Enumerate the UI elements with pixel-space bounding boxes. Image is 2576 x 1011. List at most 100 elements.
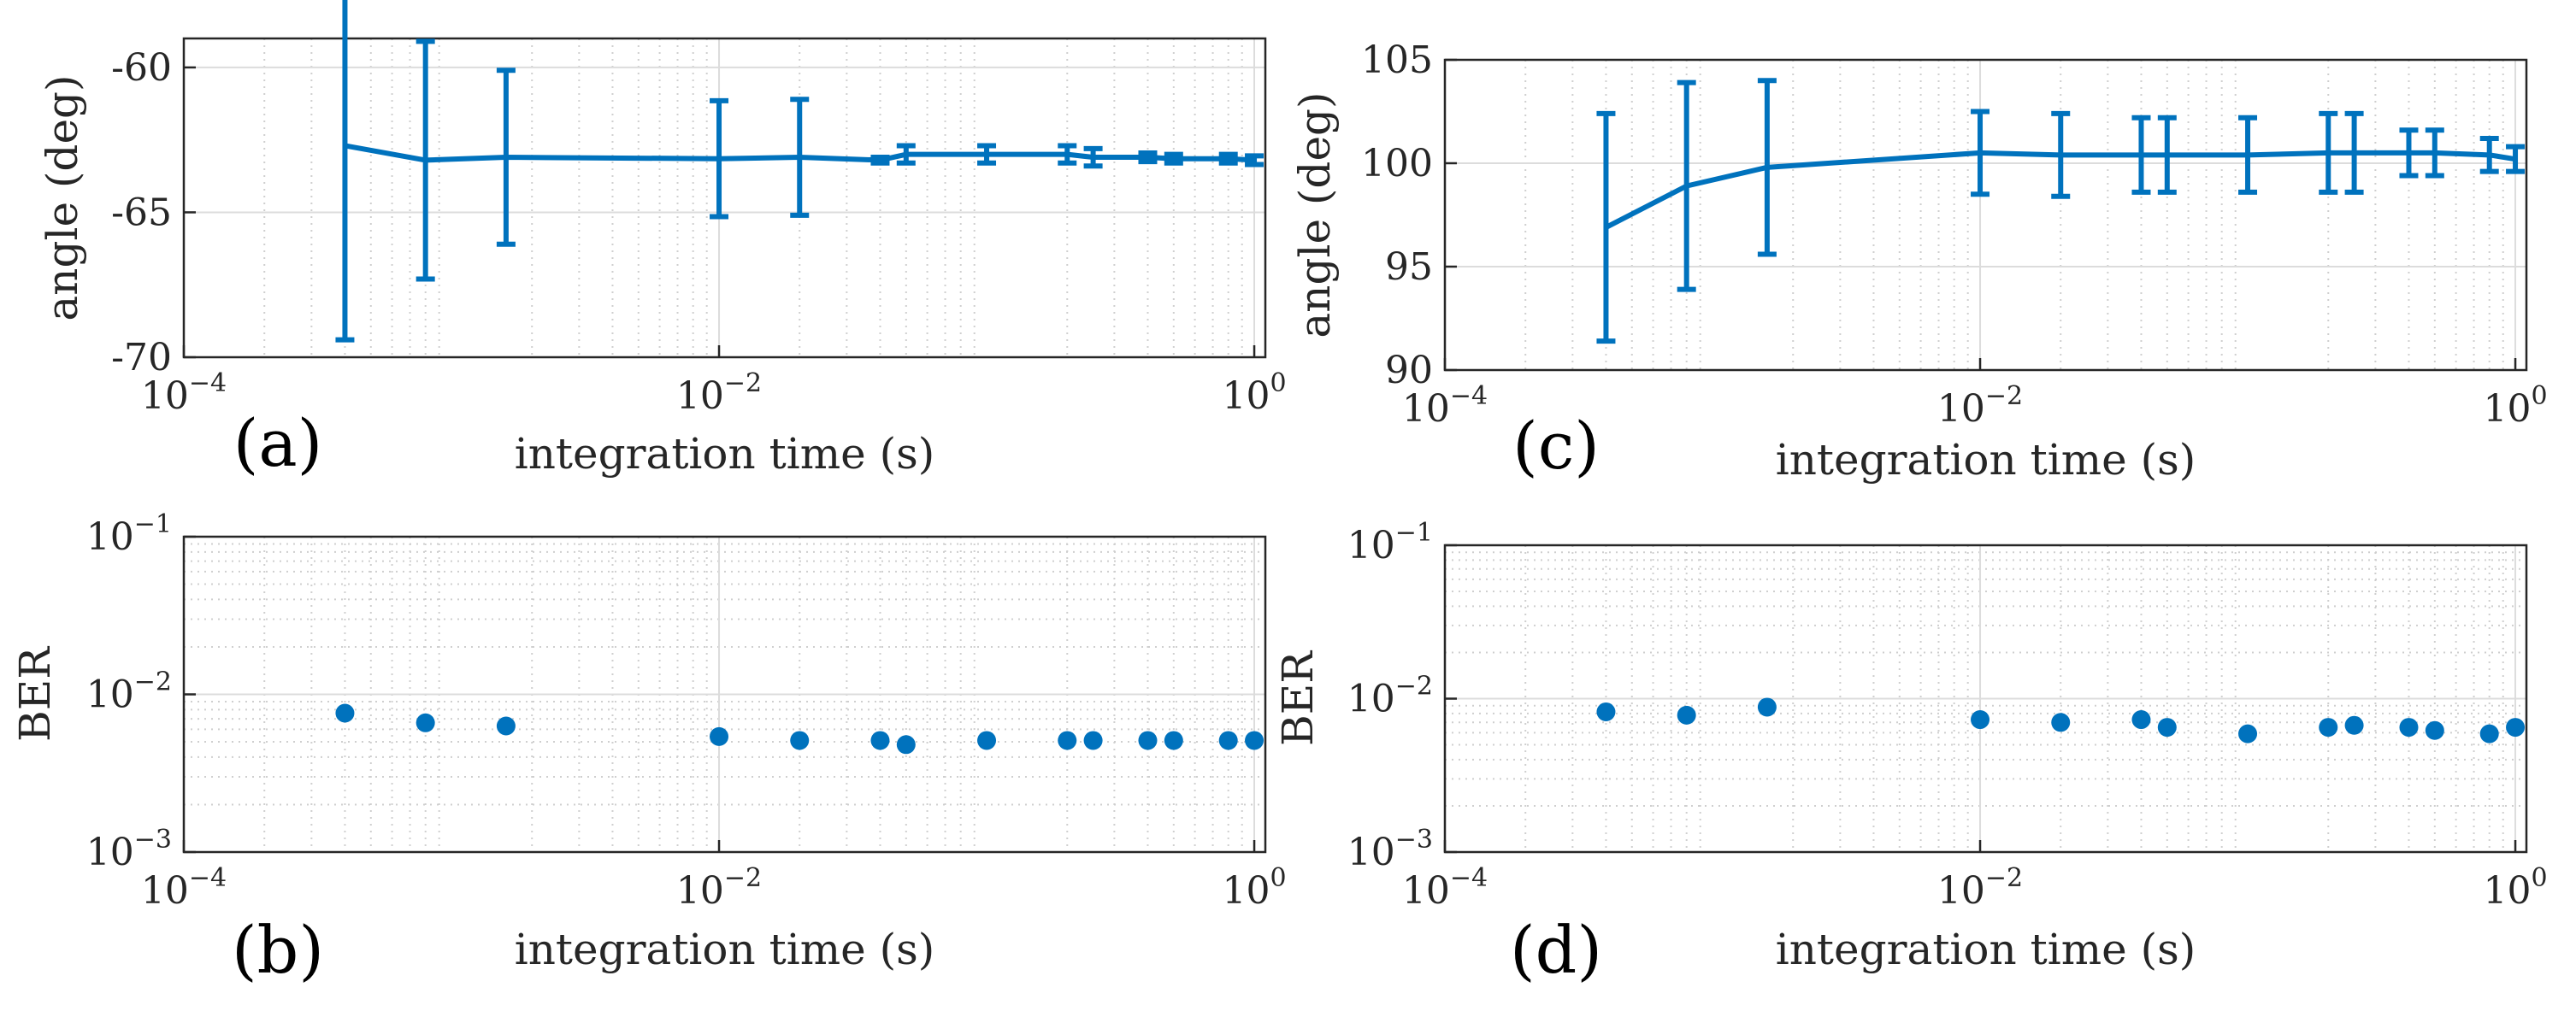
error-bar bbox=[335, 0, 355, 343]
data-point bbox=[335, 703, 355, 723]
error-bar bbox=[790, 97, 810, 218]
x-tick-label: 10−4 bbox=[141, 368, 227, 418]
data-point bbox=[710, 726, 729, 746]
error-bar bbox=[2506, 144, 2526, 174]
error-bar bbox=[416, 38, 435, 282]
error-bar bbox=[496, 68, 516, 247]
error-bar bbox=[2131, 115, 2151, 195]
y-axis-label: BER bbox=[10, 646, 60, 742]
y-tick-label: 10−3 bbox=[1347, 825, 1433, 874]
error-bar bbox=[1083, 145, 1103, 169]
y-tick-label: 10−1 bbox=[86, 509, 172, 559]
data-point bbox=[1164, 731, 1183, 750]
data-point bbox=[2157, 718, 2177, 738]
data-point bbox=[977, 731, 997, 750]
x-axis-label: integration time (s) bbox=[515, 925, 935, 974]
x-tick-label: 100 bbox=[2483, 863, 2547, 913]
y-tick-label: 105 bbox=[1361, 38, 1433, 82]
x-axis-label: integration time (s) bbox=[515, 429, 935, 479]
error-bar bbox=[2399, 127, 2419, 179]
y-tick-label: -70 bbox=[111, 336, 172, 379]
y-tick-label: -60 bbox=[111, 46, 172, 90]
data-point bbox=[870, 731, 890, 750]
data-point bbox=[2344, 715, 2364, 735]
panel-label: (b) bbox=[232, 912, 324, 988]
error-bar bbox=[2425, 127, 2444, 179]
error-bar bbox=[1164, 151, 1183, 166]
minor-grid-x bbox=[263, 38, 1243, 357]
error-bar bbox=[2319, 110, 2338, 195]
data-point bbox=[2131, 710, 2151, 730]
data-point bbox=[2319, 718, 2338, 738]
error-bar bbox=[2344, 110, 2364, 195]
data-point bbox=[1138, 731, 1158, 750]
data-point bbox=[1971, 710, 1990, 730]
x-axis-label: integration time (s) bbox=[1776, 435, 2196, 485]
series-line bbox=[344, 143, 1255, 163]
y-axis-label: angle (deg) bbox=[1290, 91, 1340, 338]
y-axis-label: BER bbox=[1273, 650, 1323, 746]
error-bar bbox=[896, 143, 916, 166]
data-point bbox=[496, 716, 516, 736]
axes-frame bbox=[1443, 58, 2528, 372]
x-axis-label: integration time (s) bbox=[1776, 925, 2196, 974]
y-axis-label: angle (deg) bbox=[38, 74, 87, 320]
y-tick-label: 10−2 bbox=[1347, 672, 1433, 721]
x-tick-label: 10−2 bbox=[1937, 863, 2023, 913]
error-bar bbox=[1971, 109, 1990, 197]
chart-panel-a: -70 -65 -60 10−4 10−2 100 integration time (s)… bbox=[38, 0, 1287, 481]
error-bar bbox=[2157, 115, 2177, 195]
x-tick-label: 10−2 bbox=[676, 863, 762, 913]
error-bar bbox=[1245, 153, 1264, 168]
error-bar bbox=[1218, 151, 1238, 166]
error-bar bbox=[1596, 110, 1616, 344]
error-bar bbox=[2051, 110, 2071, 199]
x-tick-label: 10−4 bbox=[1402, 381, 1488, 431]
chart-panel-b: 10−3 10−2 10−1 10−4 10−2 100 integration time … bbox=[10, 509, 1287, 988]
data-point bbox=[1058, 731, 1077, 750]
x-tick-label: 10−4 bbox=[141, 863, 227, 913]
x-tick-label: 10−4 bbox=[1402, 863, 1488, 913]
panel-label: (c) bbox=[1512, 408, 1600, 484]
y-tick-label: 90 bbox=[1385, 349, 1433, 392]
data-point bbox=[1596, 702, 1616, 721]
x-tick-label: 10−2 bbox=[1937, 381, 2023, 431]
chart-panel-c: 90 95 100 105 10−4 10−2 100 integration time (s… bbox=[1290, 38, 2548, 485]
error-bar bbox=[2238, 115, 2258, 195]
minor-grid-x bbox=[1524, 60, 2504, 370]
y-tick-label: -65 bbox=[111, 191, 172, 234]
data-point bbox=[790, 731, 810, 750]
error-bar bbox=[870, 155, 890, 166]
data-point bbox=[1083, 731, 1103, 750]
error-bar bbox=[2479, 135, 2499, 174]
error-bar bbox=[977, 143, 997, 166]
error-bar bbox=[710, 97, 729, 220]
error-bar bbox=[1757, 78, 1777, 257]
y-tick-label: 10−3 bbox=[86, 825, 172, 874]
panel-label: (a) bbox=[233, 405, 323, 481]
error-bar bbox=[1138, 150, 1158, 165]
minor-grid-y bbox=[184, 543, 1265, 806]
data-point bbox=[2479, 724, 2499, 744]
data-point bbox=[1218, 731, 1238, 750]
error-bar bbox=[1058, 143, 1077, 166]
y-tick-label: 95 bbox=[1385, 245, 1433, 289]
y-tick-label: 100 bbox=[1361, 142, 1433, 185]
data-point bbox=[2399, 718, 2419, 738]
data-point bbox=[416, 713, 435, 732]
data-point bbox=[896, 735, 916, 755]
error-bar bbox=[1677, 79, 1696, 292]
y-tick-label: 10−1 bbox=[1347, 518, 1433, 567]
axes-frame bbox=[182, 37, 1267, 359]
minor-grid-y bbox=[1445, 551, 2526, 807]
x-tick-label: 10−2 bbox=[676, 368, 762, 418]
data-point bbox=[2425, 720, 2444, 740]
y-tick-label: 10−2 bbox=[86, 667, 172, 717]
data-point bbox=[1757, 697, 1777, 717]
x-tick-label: 100 bbox=[2483, 381, 2547, 431]
chart-panel-d: 10−3 10−2 10−1 10−4 10−2 100 integration time … bbox=[1273, 518, 2548, 988]
data-point bbox=[2051, 713, 2071, 732]
x-tick-label: 100 bbox=[1222, 368, 1286, 418]
data-point bbox=[1245, 731, 1264, 750]
